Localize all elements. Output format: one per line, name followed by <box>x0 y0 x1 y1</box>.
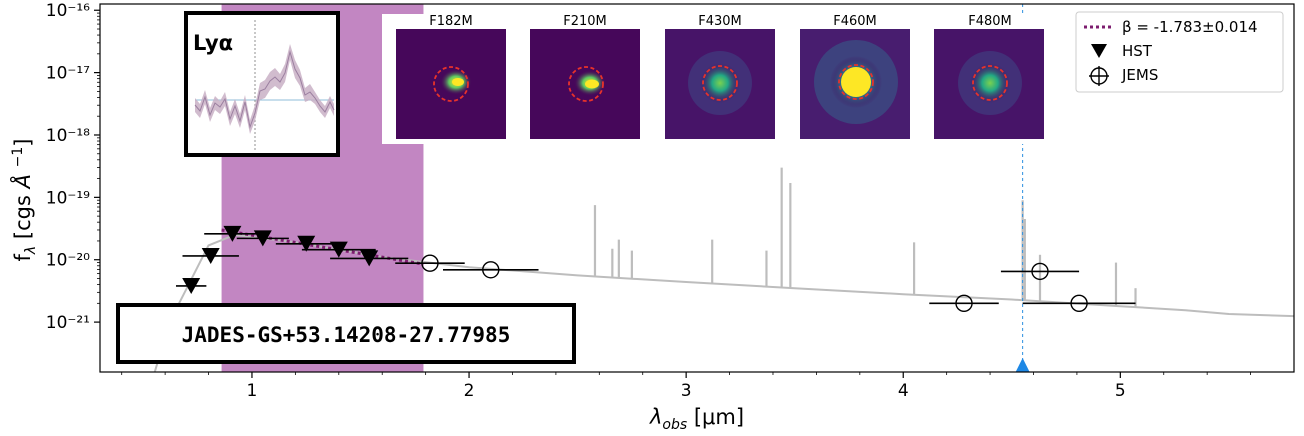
legend-beta-label: β = -1.783±0.014 <box>1122 18 1258 36</box>
legend-jems-label: JEMS <box>1121 66 1158 84</box>
x-tick-label: 3 <box>681 381 692 401</box>
x-tick-label: 5 <box>1115 381 1126 401</box>
jems-legend-marker <box>1089 66 1109 86</box>
thumbnail-f182m: F182M <box>396 14 506 139</box>
y-tick-label: 10⁻²⁰ <box>46 251 90 271</box>
object-id: JADES-GS+53.14208-27.77985 <box>182 323 511 347</box>
plot-frame <box>99 3 1295 373</box>
jems-point <box>1031 262 1049 281</box>
thumbnail-f430m: F430M <box>665 14 775 139</box>
jems-point <box>421 254 439 272</box>
object-id-box: JADES-GS+53.14208-27.77985 <box>116 303 576 364</box>
y-axis-label: fλ [cgs Å −1] <box>9 139 39 262</box>
y-tick-label: 10⁻¹⁹ <box>46 188 90 208</box>
x-tick-label: 4 <box>898 381 909 401</box>
thumbnail-f480m: F480M <box>934 14 1044 139</box>
hst-point <box>223 225 242 242</box>
thumbnail-f460m: F460M <box>800 14 910 139</box>
y-tick-label: 10⁻¹⁷ <box>46 64 90 84</box>
photometry-points <box>175 225 1136 313</box>
thumbnail-f210m: F210M <box>530 14 640 139</box>
inset-label: Lyα <box>193 31 233 55</box>
hst-point <box>253 230 272 247</box>
x-tick-label: 1 <box>247 381 258 401</box>
thumbnail-label: F182M <box>429 14 473 29</box>
thumbnail-strip: F182M F210M F430M F460M <box>382 14 1062 144</box>
hst-point <box>297 235 316 252</box>
jems-point <box>482 261 500 279</box>
thumbnail-label: F430M <box>698 14 742 29</box>
emission-line-marker-triangle <box>1015 358 1030 372</box>
x-axis-label: λobs [μm] <box>649 405 744 433</box>
thumbnail-label: F210M <box>563 14 607 29</box>
y-tick-label: 10⁻²¹ <box>46 313 90 333</box>
jems-point <box>955 294 973 313</box>
lya-inset: Lyα <box>184 11 340 157</box>
hst-point <box>360 250 379 267</box>
inset-spectrum <box>194 50 335 129</box>
thumbnail-label: F480M <box>968 14 1012 29</box>
hst-point <box>182 277 201 294</box>
thumbnail-label: F460M <box>833 14 877 29</box>
axis-ticks: 1 2 3 4 5 10⁻¹⁶ 10⁻¹⁷ 10⁻¹⁸ 10⁻¹⁹ 10⁻²⁰ 10⁻²¹ <box>46 1 1251 401</box>
y-tick-label: 10⁻¹⁶ <box>46 1 90 21</box>
model-continuum <box>153 233 1294 372</box>
hst-legend-marker <box>1091 44 1107 58</box>
y-tick-label: 10⁻¹⁸ <box>46 126 90 146</box>
x-tick-label: 2 <box>464 381 475 401</box>
legend-hst-label: HST <box>1122 42 1153 60</box>
hst-point <box>329 241 348 258</box>
jems-point <box>1070 294 1088 313</box>
hst-point <box>201 247 220 264</box>
legend: β = -1.783±0.014 HST JEMS <box>1075 11 1284 93</box>
